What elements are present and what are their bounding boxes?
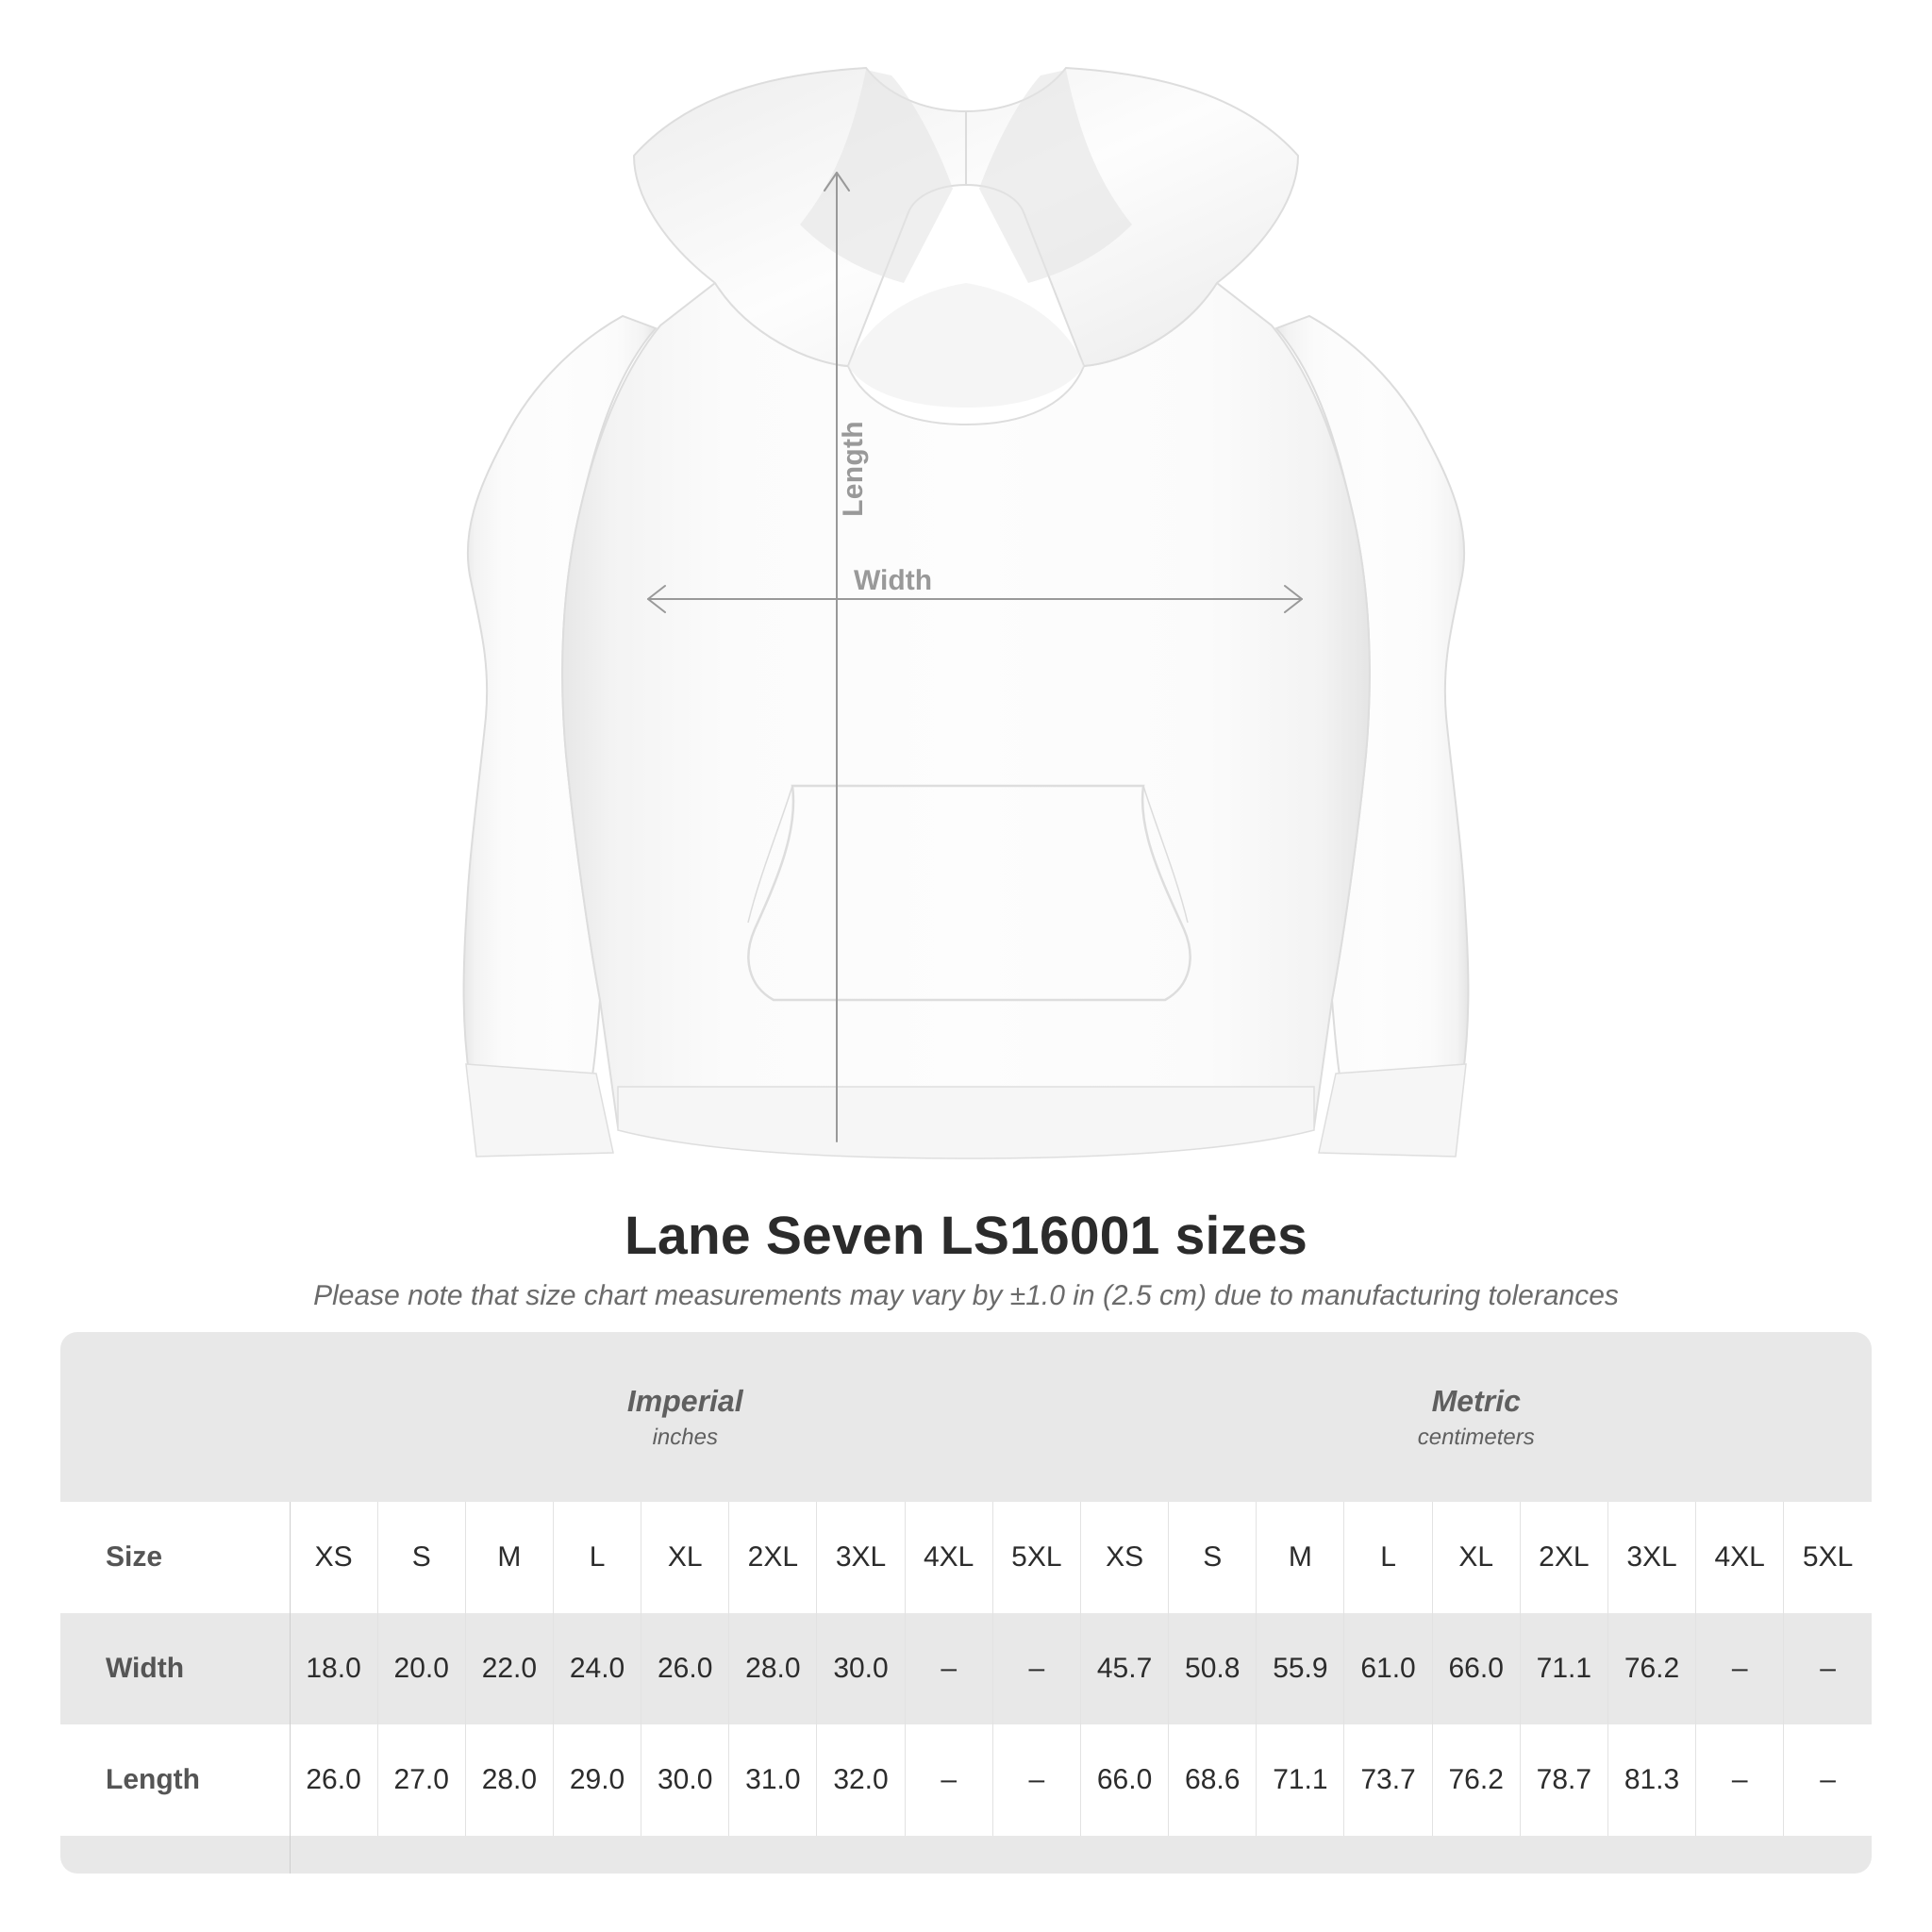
svg-text:Width: Width xyxy=(854,565,932,596)
